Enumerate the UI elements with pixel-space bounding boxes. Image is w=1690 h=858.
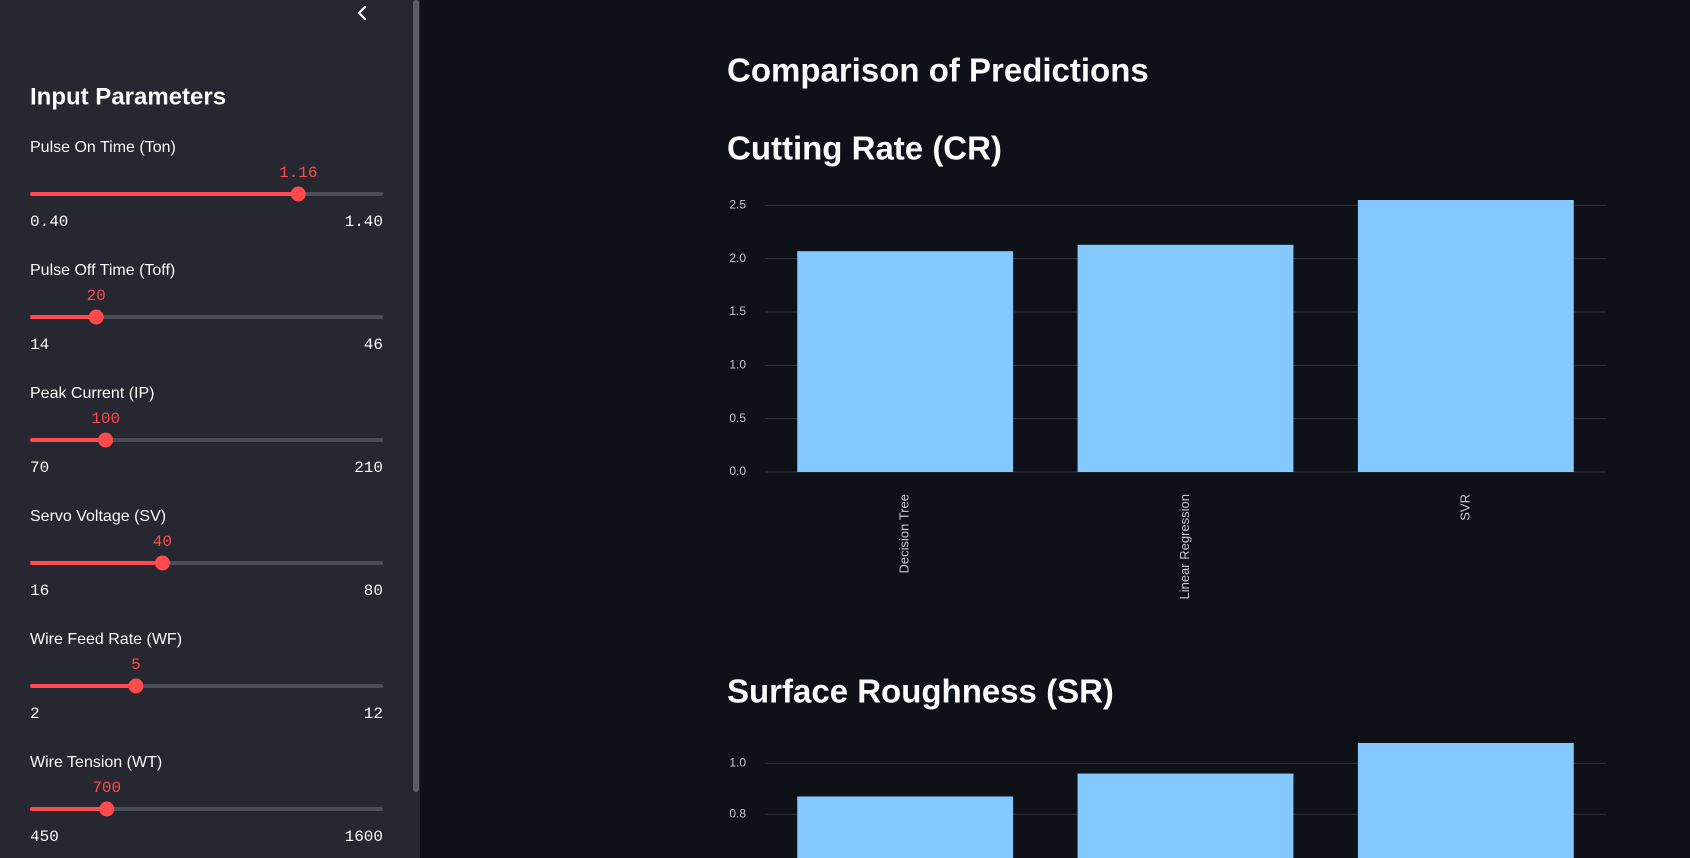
slider-label: Wire Feed Rate (WF) <box>30 631 182 648</box>
slider-fill <box>30 192 299 196</box>
y-tick-label: 0.5 <box>729 411 746 425</box>
y-tick-label: 1.0 <box>729 358 746 372</box>
slider-min: 2 <box>30 705 40 723</box>
slider-track <box>30 438 383 442</box>
slider-max: 1.40 <box>345 213 383 231</box>
slider-max: 210 <box>354 459 383 477</box>
slider-max: 1600 <box>345 828 383 846</box>
x-tick-label: SVR <box>1457 494 1472 521</box>
slider-value: 5 <box>131 656 141 674</box>
y-tick-label: 0.8 <box>729 806 746 820</box>
y-tick-label: 2.0 <box>729 251 746 265</box>
slider-fill <box>30 438 106 442</box>
y-tick-label: 1.5 <box>729 304 746 318</box>
slider-min: 14 <box>30 336 49 354</box>
slider-value: 1.16 <box>279 164 317 182</box>
slider-value: 100 <box>91 410 120 428</box>
slider-fill <box>30 315 97 319</box>
x-tick-label: Decision Tree <box>897 494 912 573</box>
slider-min: 70 <box>30 459 49 477</box>
sidebar <box>0 0 420 858</box>
slider-thumb[interactable] <box>154 555 170 571</box>
chart-title: Cutting Rate (CR) <box>727 130 1002 167</box>
bar <box>797 796 1014 858</box>
slider-thumb[interactable] <box>128 678 144 694</box>
slider-track <box>30 807 383 811</box>
slider-thumb[interactable] <box>88 309 104 325</box>
y-tick-label: 2.5 <box>729 198 746 212</box>
bar <box>1077 244 1294 472</box>
collapse-sidebar-button[interactable] <box>357 5 367 21</box>
slider-thumb[interactable] <box>98 432 114 448</box>
slider-min: 0.40 <box>30 213 68 231</box>
page-title: Comparison of Predictions <box>727 52 1149 89</box>
bar <box>797 251 1014 472</box>
slider-label: Wire Tension (WT) <box>30 754 162 771</box>
slider-min: 450 <box>30 828 59 846</box>
x-tick-label: Linear Regression <box>1177 494 1192 600</box>
sidebar-title: Input Parameters <box>30 83 226 110</box>
slider-label: Pulse On Time (Ton) <box>30 139 176 156</box>
slider-fill <box>30 807 107 811</box>
scrollbar[interactable] <box>413 0 419 792</box>
slider-value: 40 <box>153 533 172 551</box>
bar <box>1357 743 1574 858</box>
slider-label: Servo Voltage (SV) <box>30 508 166 525</box>
slider-label: Pulse Off Time (Toff) <box>30 262 175 279</box>
bar <box>1357 200 1574 472</box>
slider-min: 16 <box>30 582 49 600</box>
slider-max: 46 <box>364 336 383 354</box>
slider-max: 80 <box>364 582 383 600</box>
slider-label: Peak Current (IP) <box>30 385 154 402</box>
bar <box>1077 773 1294 858</box>
chart-title: Surface Roughness (SR) <box>727 673 1114 710</box>
y-tick-label: 1.0 <box>729 756 746 770</box>
slider-fill <box>30 684 136 688</box>
slider-track <box>30 315 383 319</box>
slider-thumb[interactable] <box>290 186 306 202</box>
slider-fill <box>30 561 163 565</box>
y-tick-label: 0.0 <box>729 464 746 478</box>
slider-thumb[interactable] <box>99 801 115 817</box>
slider-value: 700 <box>92 779 121 797</box>
slider-max: 12 <box>364 705 383 723</box>
slider-value: 20 <box>87 287 106 305</box>
